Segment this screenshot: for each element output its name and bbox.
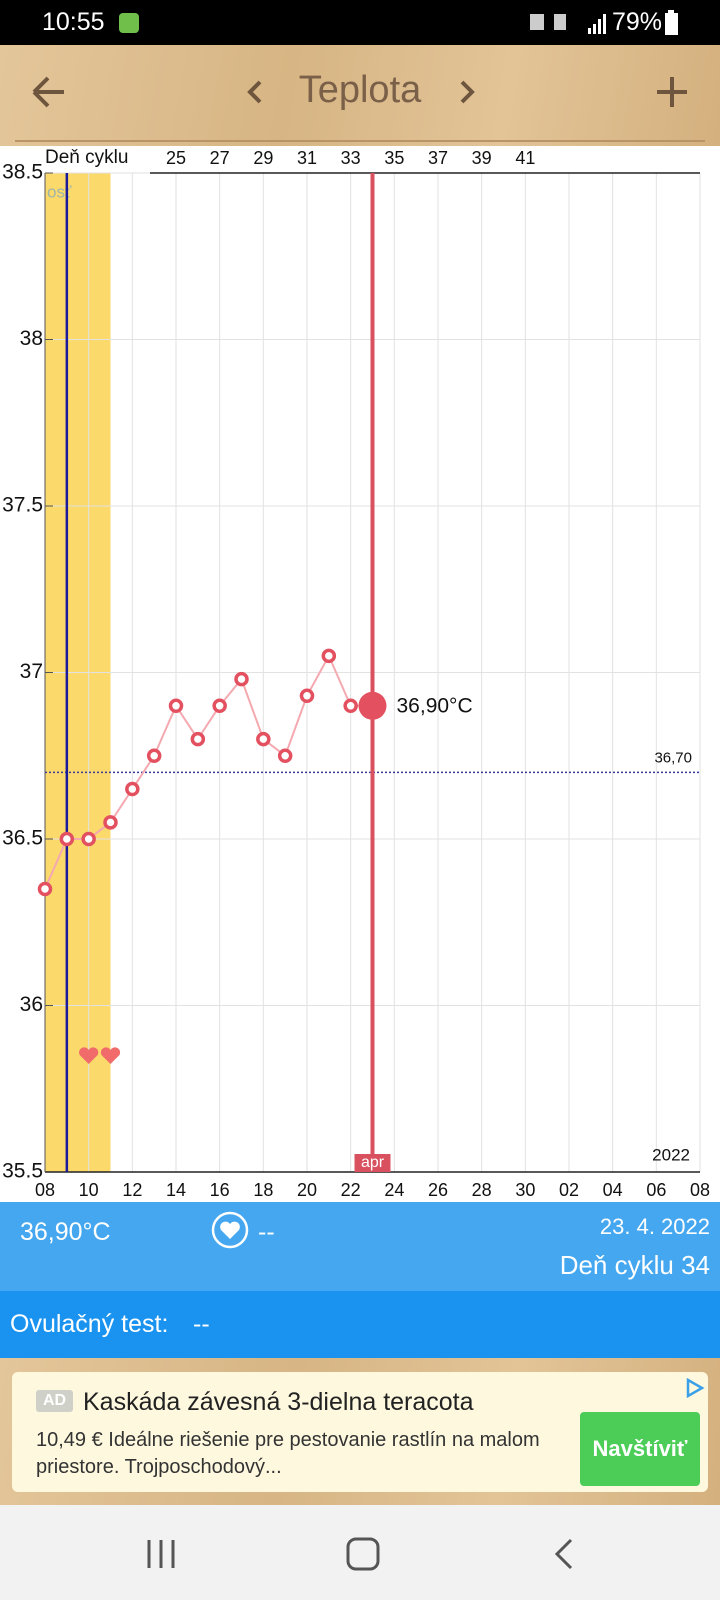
y-tick-label: 38.5 [2, 161, 43, 184]
prev-button[interactable] [247, 80, 262, 104]
selected-value-label: 36,90°C [397, 694, 473, 717]
info-cycle-day: Deň cyklu 34 [559, 1250, 710, 1280]
status-bar: 10:55 79% [0, 0, 720, 45]
month-label: apr [361, 1154, 385, 1171]
recents-button[interactable] [147, 1540, 175, 1568]
x-tick-label: 22 [341, 1180, 361, 1200]
temperature-point [256, 731, 271, 747]
battery-level: 79% [612, 8, 663, 36]
nav-back-button[interactable] [554, 1538, 573, 1570]
y-tick-label: 36.5 [2, 827, 43, 850]
ovulation-bar: Ovulačný test: -- [0, 1291, 720, 1358]
temperature-point [212, 698, 227, 714]
ovulation-test-value: -- [193, 1310, 210, 1338]
x2-tick-label: 35 [384, 148, 404, 168]
heart-icon [211, 1211, 249, 1249]
x2-tick-label: 31 [297, 148, 317, 168]
intercourse-heart [79, 1047, 99, 1064]
x-tick-label: 28 [472, 1180, 492, 1200]
clock: 10:55 [42, 8, 105, 36]
x-axis-label: Deň cyklu [45, 147, 128, 168]
x2-tick-label: 33 [341, 148, 361, 168]
ad-card[interactable]: AD Kaskáda závesná 3-dielna teracota 10,… [12, 1372, 708, 1492]
ad-area: AD Kaskáda závesná 3-dielna teracota 10,… [0, 1358, 720, 1505]
y-tick-label: 37.5 [2, 494, 43, 517]
info-intercourse: -- [258, 1218, 275, 1246]
x2-tick-label: 37 [428, 148, 448, 168]
x-tick-label: 16 [210, 1180, 230, 1200]
add-button[interactable] [657, 77, 687, 107]
x-tick-label: 12 [122, 1180, 142, 1200]
fertile-window-label: osť [47, 182, 72, 201]
nav-icons [147, 1537, 573, 1571]
x2-tick-label: 39 [472, 148, 492, 168]
temperature-point [59, 831, 75, 847]
temperature-point [190, 731, 206, 747]
intercourse-heart [100, 1047, 121, 1064]
ad-text: 10,49 € Ideálne riešenie pre pestovanie … [36, 1429, 540, 1478]
x-tick-label: 26 [428, 1180, 448, 1200]
ad-button[interactable]: Navštíviť [580, 1412, 700, 1486]
ad-title: Kaskáda závesná 3-dielna teracota [83, 1388, 474, 1416]
x-tick-label: 14 [166, 1180, 186, 1200]
x-tick-label: 18 [253, 1180, 273, 1200]
temperature-point [277, 748, 293, 763]
x2-tick-label: 27 [210, 148, 230, 168]
info-temperature: 36,90°C [20, 1218, 111, 1246]
temperature-point [343, 698, 358, 714]
temperature-line [44, 653, 373, 890]
x2-tick-label: 41 [515, 148, 535, 168]
plot-background [0, 146, 720, 1202]
x-tick-label: 08 [35, 1180, 55, 1200]
coverline-label: 36,70 [654, 749, 692, 766]
temperature-point [146, 748, 162, 763]
month-label-bg [354, 1154, 391, 1172]
x2-tick-label: 25 [166, 148, 186, 168]
info-date: 23. 4. 2022 [599, 1214, 710, 1239]
x-tick-label: 06 [646, 1180, 666, 1200]
y-tick-label: 38 [20, 327, 43, 350]
header: Teplota [0, 45, 720, 146]
x2-tick-label: 29 [253, 148, 273, 168]
header-title: Teplota [298, 69, 422, 111]
temperature-point [81, 831, 96, 847]
signal-icons [530, 14, 606, 34]
selected-point [358, 691, 387, 720]
next-button[interactable] [460, 80, 475, 104]
temperature-point [37, 881, 53, 897]
x-tick-label: 30 [515, 1180, 535, 1200]
ad-badge: AD [36, 1390, 74, 1412]
ovulation-test-label: Ovulačný test: [10, 1310, 169, 1338]
year-label: 2022 [652, 1145, 690, 1164]
x-tick-label: 10 [79, 1180, 99, 1200]
x-tick-label: 08 [690, 1180, 710, 1200]
header-icons [15, 76, 705, 142]
temperature-point [321, 648, 337, 664]
y-tick-label: 36 [20, 993, 43, 1016]
info-bar: 36,90°C -- 23. 4. 2022 Deň cyklu 34 [0, 1202, 720, 1291]
ad-choices-icon[interactable] [682, 1376, 706, 1400]
nav-bar [0, 1505, 720, 1600]
x-tick-label: 20 [297, 1180, 317, 1200]
temperature-point [299, 688, 315, 704]
x-tick-label: 02 [559, 1180, 579, 1200]
temperature-point [125, 781, 140, 797]
back-button[interactable] [32, 76, 64, 108]
home-button[interactable] [346, 1537, 380, 1571]
battery-icon [665, 10, 678, 35]
y-tick-label: 35.5 [2, 1160, 43, 1183]
temperature-point [103, 815, 118, 830]
x-tick-label: 24 [384, 1180, 404, 1200]
y-tick-label: 37 [20, 660, 43, 683]
app-icon [119, 13, 139, 33]
temperature-point [168, 698, 184, 714]
x-tick-label: 04 [603, 1180, 623, 1200]
temperature-point [234, 671, 249, 687]
